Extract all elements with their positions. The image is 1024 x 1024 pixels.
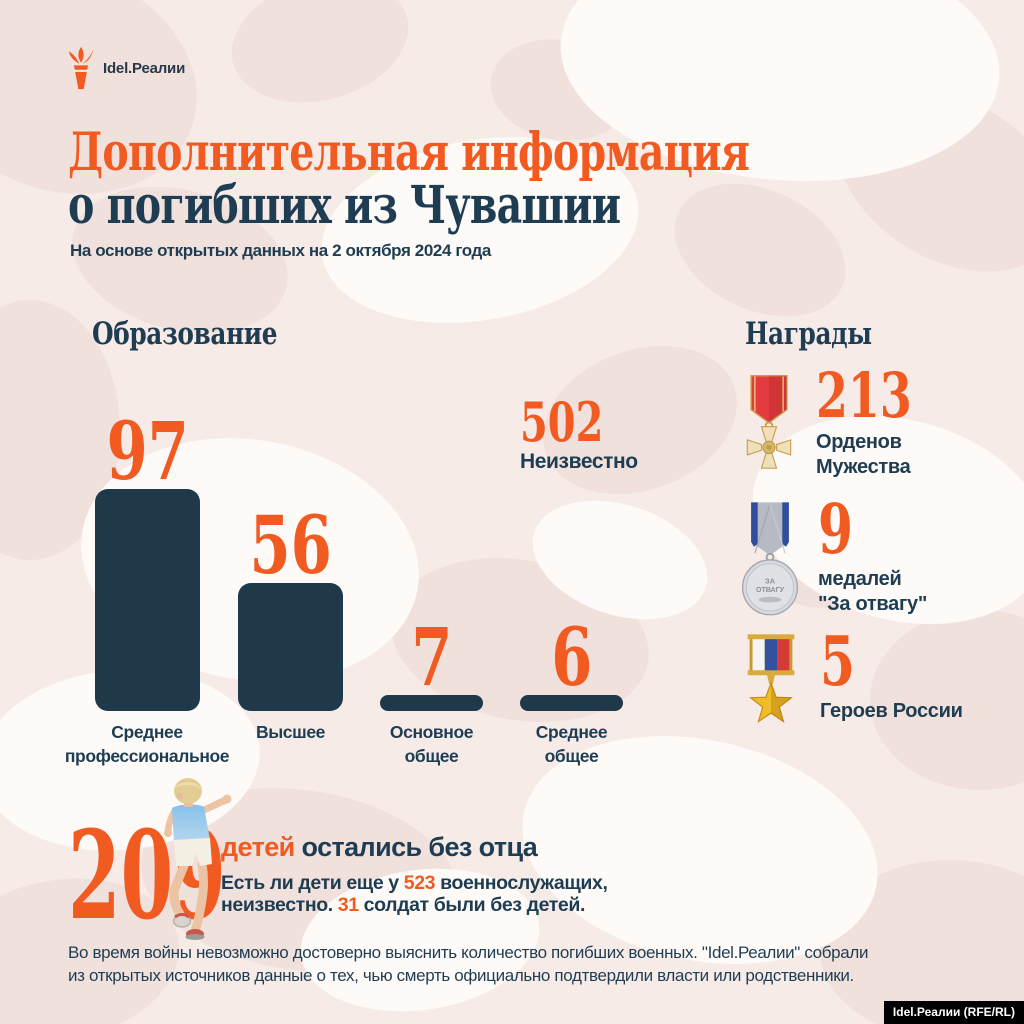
bar-group-srednee-obshchee: 6 [520, 410, 623, 711]
bar-label-srednee-prof: Среднее профессиональное [64, 722, 230, 767]
footer-disclaimer: Во время войны невозможно достоверно выя… [68, 941, 868, 987]
bar-value: 6 [550, 610, 593, 704]
svg-text:ОТВАГУ: ОТВАГУ [756, 586, 785, 594]
education-section-title: Образование [92, 316, 278, 352]
bar-vysshee [238, 583, 343, 711]
footer-line-1: Во время войны невозможно достоверно выя… [68, 943, 869, 962]
running-child-image [164, 778, 232, 940]
bar-label-srednee-obshchee: Среднее общее [535, 722, 608, 767]
za-otvagu-medal-icon: ЗА ОТВАГУ [741, 502, 799, 616]
credit-badge: Idel.Реалии (RFE/RL) [883, 1001, 1024, 1024]
bar-srednee-obshchee [520, 695, 623, 711]
children-note: Есть ли дети еще у 523 военнослужащих, н… [221, 872, 608, 916]
bar-value: 56 [249, 498, 332, 592]
torch-icon [68, 46, 94, 90]
award-label: Героев России [820, 699, 963, 722]
footer-line-2: из открытых источников данные о тех, чью… [68, 966, 854, 985]
award-row-hero-of-russia: 5 Героев России [736, 622, 963, 728]
awards-section-title: Награды [745, 316, 872, 352]
order-of-courage-medal-icon [746, 375, 792, 469]
unknown-label: Неизвестно [520, 449, 638, 473]
children-text-block: детей остались без отца Есть ли дети еще… [221, 832, 608, 916]
award-row-order-of-courage: 213 Орденов Мужества [736, 359, 945, 481]
award-value: 9 [818, 490, 854, 570]
svg-text:ЗА: ЗА [765, 577, 776, 586]
bar-value: 7 [410, 610, 453, 704]
bar-label-vysshee: Высшее [256, 722, 325, 742]
children-note-line-1: Есть ли дети еще у 523 военнослужащих, [221, 872, 608, 894]
children-note-line-2: неизвестно. 31 солдат были без детей. [221, 894, 585, 916]
title-line-2: о погибших из Чувашии [68, 175, 621, 236]
bar-label-osnovnoe: Основное общее [389, 722, 474, 767]
brand-name: Idel.Реалии [103, 59, 186, 77]
bar-group-vysshee: 56 [238, 410, 343, 711]
children-headline-highlight: детей [221, 832, 295, 862]
hero-of-russia-star-icon [747, 634, 795, 724]
unknown-category: 502 Неизвестно [520, 390, 638, 474]
brand-logo: Idel.Реалии [66, 44, 185, 92]
award-text: 5 Героев России [820, 622, 963, 724]
bar-osnovnoe [380, 695, 483, 711]
children-headline: детей остались без отца [221, 832, 607, 863]
bar-group-srednee-prof: 97 [95, 410, 200, 711]
award-value: 5 [820, 622, 856, 702]
award-row-za-otvagu: ЗА ОТВАГУ 9 медалей "За отвагу" [736, 490, 927, 618]
bar-group-osnovnoe: 7 [380, 410, 483, 711]
bar-srednee-prof [95, 489, 200, 711]
award-text: 9 медалей "За отвагу" [818, 490, 927, 618]
subtitle: На основе открытых данных на 2 октября 2… [70, 241, 491, 260]
children-headline-rest: остались без отца [294, 832, 538, 862]
award-label: медалей "За отвагу" [818, 567, 927, 616]
award-text: 213 Орденов Мужества [816, 359, 945, 481]
bar-value: 97 [106, 404, 189, 498]
page-title: Дополнительная информация о погибших из … [68, 126, 964, 232]
title-line-1: Дополнительная информация [68, 122, 750, 183]
award-label: Орденов Мужества [816, 430, 911, 479]
unknown-value: 502 [520, 390, 604, 454]
award-value: 213 [816, 359, 912, 432]
